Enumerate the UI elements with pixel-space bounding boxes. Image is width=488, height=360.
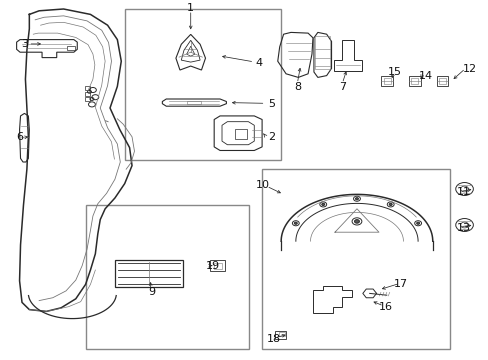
Text: 16: 16: [379, 302, 392, 312]
Text: 1: 1: [187, 3, 194, 13]
Text: 8: 8: [294, 82, 301, 92]
Text: 18: 18: [266, 334, 280, 344]
Bar: [410, 78, 417, 84]
Text: 4: 4: [255, 58, 262, 68]
Bar: [261, 169, 449, 349]
Bar: [278, 332, 284, 336]
Bar: [274, 331, 285, 339]
Bar: [115, 260, 183, 287]
Text: 3: 3: [21, 39, 28, 49]
Bar: [66, 46, 75, 50]
Bar: [213, 263, 221, 269]
Bar: [85, 92, 90, 96]
Bar: [186, 101, 201, 104]
Text: 14: 14: [418, 71, 431, 81]
Circle shape: [355, 198, 358, 200]
Bar: [234, 129, 246, 139]
Bar: [85, 205, 249, 349]
Text: 17: 17: [393, 279, 407, 289]
Text: 2: 2: [267, 132, 274, 142]
Circle shape: [354, 220, 359, 223]
Bar: [209, 260, 225, 271]
Text: 11: 11: [456, 186, 469, 197]
Text: 7: 7: [338, 82, 345, 92]
Text: 5: 5: [267, 99, 274, 109]
Bar: [436, 76, 447, 86]
Bar: [314, 36, 329, 69]
Text: 10: 10: [256, 180, 269, 190]
Circle shape: [294, 222, 297, 224]
Circle shape: [416, 222, 419, 224]
Text: 6: 6: [16, 132, 23, 142]
Bar: [124, 9, 281, 160]
Circle shape: [388, 203, 391, 206]
Text: 15: 15: [387, 67, 401, 77]
Text: 12: 12: [462, 64, 475, 74]
Bar: [383, 78, 390, 84]
Text: 13: 13: [456, 222, 469, 233]
Bar: [85, 86, 90, 90]
Text: 9: 9: [148, 287, 155, 297]
Bar: [408, 76, 420, 86]
Bar: [381, 76, 392, 86]
Bar: [85, 97, 90, 101]
Circle shape: [321, 203, 324, 206]
Text: 19: 19: [205, 261, 219, 271]
Bar: [438, 78, 446, 84]
